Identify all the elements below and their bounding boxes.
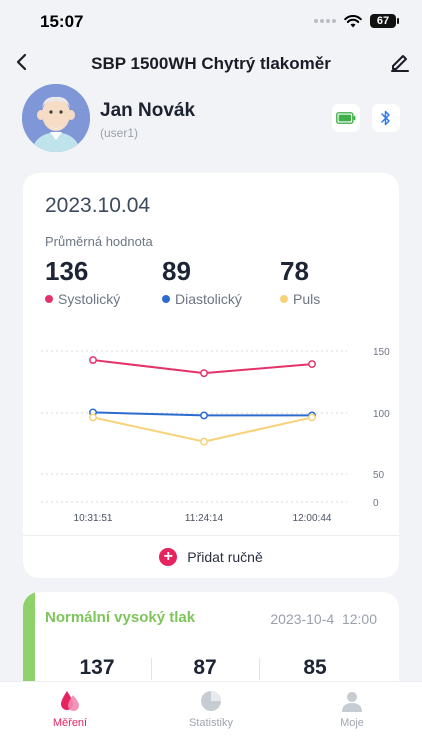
diastolic-value: 89: [162, 256, 191, 286]
wifi-icon: [344, 14, 362, 27]
tab-profile-label: Moje: [340, 717, 364, 729]
x-tick-label: 12:00:44: [293, 513, 332, 524]
diastolic-dot: [162, 295, 170, 303]
data-point: [89, 413, 97, 422]
summary-date: 2023.10.04: [45, 194, 151, 217]
diastolic-label: Diastolický: [175, 291, 242, 307]
tab-bar: Měření Statistiky Moje: [0, 681, 422, 750]
pulse-stat: 78 Puls: [280, 256, 320, 307]
status-bar: 15:07 67: [0, 0, 422, 44]
bluetooth-button[interactable]: [372, 104, 400, 132]
systolic-stat: 136 Systolický: [45, 256, 120, 307]
data-point: [308, 360, 316, 369]
battery-level: 67: [370, 14, 399, 28]
edit-icon[interactable]: [388, 50, 412, 74]
tab-measurement[interactable]: Měření: [0, 688, 140, 729]
user-id: (user1): [100, 126, 139, 140]
daily-summary-card: 2023.10.04 Průměrná hodnota 136 Systolic…: [23, 173, 399, 578]
back-icon[interactable]: [10, 50, 34, 74]
data-point: [308, 413, 316, 422]
result-accent-bar: [23, 592, 35, 702]
result-date: 2023-10-4: [270, 611, 335, 627]
result-category: Normální vysoký tlak: [45, 609, 196, 626]
user-name: Jan Novák: [100, 100, 196, 121]
data-point: [200, 437, 208, 446]
pulse-dot: [280, 295, 288, 303]
signal-icon: [314, 19, 336, 23]
result-pulse: 85: [303, 656, 327, 679]
nav-bar: SBP 1500WH Chytrý tlakoměr: [0, 44, 422, 84]
drop-icon: [61, 691, 79, 711]
result-systolic: 137: [79, 656, 115, 679]
diastolic-stat: 89 Diastolický: [162, 256, 242, 307]
systolic-dot: [45, 295, 53, 303]
pulse-label: Puls: [293, 291, 321, 307]
tab-statistics[interactable]: Statistiky: [141, 688, 281, 729]
pie-chart-icon: [201, 691, 221, 711]
add-manually-button[interactable]: + Přidat ručně: [23, 536, 399, 578]
user-illustration: [22, 84, 90, 152]
page-title: SBP 1500WH Chytrý tlakoměr: [91, 54, 331, 73]
tab-measurement-label: Měření: [52, 717, 88, 729]
user-header: Jan Novák (user1): [22, 84, 402, 154]
pulse-value: 78: [280, 256, 309, 286]
result-separator: [151, 658, 152, 680]
result-datetime: 2023-10-4 12:00: [270, 611, 377, 627]
data-point: [89, 356, 97, 365]
result-separator: [259, 658, 260, 680]
card-divider: [23, 535, 399, 536]
x-tick-label: 11:24:14: [185, 513, 224, 524]
data-point: [200, 369, 208, 378]
avatar[interactable]: [22, 84, 90, 152]
result-diastolic: 87: [193, 656, 217, 679]
y-tick-label: 150: [373, 347, 390, 358]
measurement-chart: 150 100 50 0 10:31:51 11:24:14 12:00:44: [41, 347, 390, 524]
y-tick-label: 50: [373, 470, 385, 481]
tab-statistics-label: Statistiky: [188, 717, 233, 729]
data-point: [200, 411, 208, 420]
result-time: 12:00: [341, 611, 377, 627]
person-icon: [342, 692, 362, 712]
battery-button[interactable]: [332, 104, 360, 132]
plus-icon: +: [159, 548, 178, 566]
y-tick-label: 100: [373, 409, 390, 420]
status-time: 15:07: [40, 12, 84, 31]
systolic-label: Systolický: [58, 291, 121, 307]
bluetooth-icon: [381, 110, 390, 126]
y-tick-label: 0: [373, 498, 379, 509]
tab-profile[interactable]: Moje: [282, 688, 422, 729]
x-tick-label: 10:31:51: [74, 513, 113, 524]
average-label: Průměrná hodnota: [45, 234, 153, 249]
add-manually-label: Přidat ručně: [187, 549, 263, 565]
systolic-value: 136: [45, 256, 89, 286]
status-icons: 67: [314, 14, 399, 28]
battery-icon: [336, 112, 356, 124]
